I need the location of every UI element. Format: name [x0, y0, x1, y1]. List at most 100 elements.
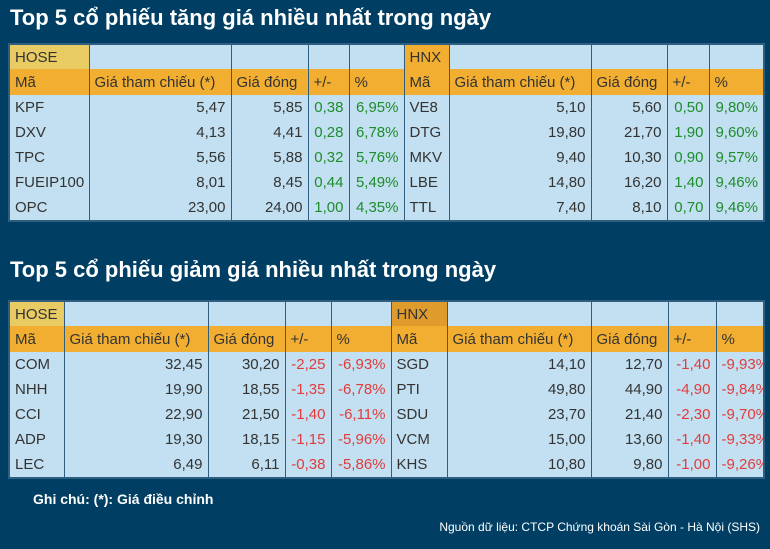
column-header: % [330, 326, 392, 352]
empty-cell [88, 44, 232, 69]
table-row: OPC 23,00 24,00 1,00 4,35% TTL 7,40 8,10 0,70 9,4… [8, 195, 765, 221]
column-header: % [708, 69, 765, 95]
ticker-cell: DTG [403, 120, 450, 145]
percent-change-cell: -5,96% [330, 427, 392, 452]
column-header: Giá đóng [590, 69, 668, 95]
empty-cell [63, 301, 209, 326]
close-price-cell: 18,55 [207, 377, 286, 402]
gainers-title: Top 5 cổ phiếu tăng giá nhiều nhất trong… [10, 5, 492, 30]
change-cell: -1,40 [284, 402, 332, 427]
close-price-cell: 16,20 [590, 170, 668, 195]
ticker-cell: DXV [8, 120, 90, 145]
empty-cell [708, 44, 765, 69]
reference-price-cell: 8,01 [88, 170, 232, 195]
empty-cell [715, 301, 765, 326]
close-price-cell: 21,50 [207, 402, 286, 427]
change-cell: 1,90 [666, 120, 710, 145]
change-cell: -1,40 [667, 427, 717, 452]
percent-change-cell: -9,70% [715, 402, 765, 427]
ticker-cell: NHH [8, 377, 65, 402]
percent-change-cell: 9,60% [708, 120, 765, 145]
change-cell: -1,35 [284, 377, 332, 402]
ticker-cell: VE8 [403, 95, 450, 120]
change-cell: -1,00 [667, 452, 717, 478]
exchange-label: HNX [403, 44, 450, 69]
percent-change-cell: -6,93% [330, 352, 392, 377]
ticker-cell: PTI [390, 377, 448, 402]
empty-cell [207, 301, 286, 326]
ticker-cell: TTL [403, 195, 450, 221]
reference-price-cell: 15,00 [446, 427, 592, 452]
percent-change-cell: -9,84% [715, 377, 765, 402]
change-cell: 0,44 [307, 170, 350, 195]
ticker-cell: FUEIP100 [8, 170, 90, 195]
empty-cell [230, 44, 309, 69]
table-row: TPC 5,56 5,88 0,32 5,76% MKV 9,40 10,30 0,90 9,57… [8, 145, 765, 170]
table-row: LEC 6,49 6,11 -0,38 -5,86% KHS 10,80 9,80 -1,00-… [8, 452, 765, 478]
column-header: Mã [403, 69, 450, 95]
reference-price-cell: 22,90 [63, 402, 209, 427]
reference-price-cell: 14,10 [446, 352, 592, 377]
reference-price-cell: 49,80 [446, 377, 592, 402]
column-header: Giá tham chiếu (*) [446, 326, 592, 352]
ticker-cell: CCI [8, 402, 65, 427]
reference-price-cell: 19,80 [448, 120, 592, 145]
ticker-cell: OPC [8, 195, 90, 221]
close-price-cell: 12,70 [590, 352, 669, 377]
close-price-cell: 21,40 [590, 402, 669, 427]
column-header: Giá đóng [590, 326, 669, 352]
empty-cell [667, 301, 717, 326]
close-price-cell: 30,20 [207, 352, 286, 377]
source: Nguồn dữ liệu: CTCP Chứng khoán Sài Gòn … [439, 520, 760, 534]
percent-change-cell: 6,78% [348, 120, 405, 145]
table-row: NHH 19,90 18,55 -1,35 -6,78% PTI 49,80 44,90 -4,… [8, 377, 765, 402]
reference-price-cell: 10,80 [446, 452, 592, 478]
close-price-cell: 13,60 [590, 427, 669, 452]
percent-change-cell: 4,35% [348, 195, 405, 221]
empty-cell [348, 44, 405, 69]
reference-price-cell: 6,49 [63, 452, 209, 478]
ticker-cell: LBE [403, 170, 450, 195]
ticker-cell: ADP [8, 427, 65, 452]
reference-price-cell: 19,30 [63, 427, 209, 452]
close-price-cell: 4,41 [230, 120, 309, 145]
close-price-cell: 24,00 [230, 195, 309, 221]
ticker-cell: VCM [390, 427, 448, 452]
exchange-label: HOSE [8, 301, 65, 326]
percent-change-cell: 9,80% [708, 95, 765, 120]
reference-price-cell: 7,40 [448, 195, 592, 221]
column-header: % [348, 69, 405, 95]
column-header: Giá tham chiếu (*) [448, 69, 592, 95]
table-row: KPF 5,47 5,85 0,38 6,95% VE8 5,10 5,60 0,50 9,80% [8, 95, 765, 120]
exchange-row: HOSE HNX [8, 44, 765, 69]
reference-price-cell: 23,70 [446, 402, 592, 427]
close-price-cell: 6,11 [207, 452, 286, 478]
percent-change-cell: -9,26% [715, 452, 765, 478]
reference-price-cell: 5,10 [448, 95, 592, 120]
reference-price-cell: 5,56 [88, 145, 232, 170]
empty-cell [446, 301, 592, 326]
exchange-row: HOSE HNX [8, 301, 765, 326]
column-header: Giá tham chiếu (*) [88, 69, 232, 95]
change-cell: -2,25 [284, 352, 332, 377]
change-cell: 0,38 [307, 95, 350, 120]
column-header: Mã [390, 326, 448, 352]
column-header: Mã [8, 69, 90, 95]
close-price-cell: 21,70 [590, 120, 668, 145]
close-price-cell: 9,80 [590, 452, 669, 478]
percent-change-cell: -9,33% [715, 427, 765, 452]
change-cell: -1,15 [284, 427, 332, 452]
column-header: +/- [667, 326, 717, 352]
column-header: +/- [666, 69, 710, 95]
close-price-cell: 5,88 [230, 145, 309, 170]
empty-cell [284, 301, 332, 326]
empty-cell [330, 301, 392, 326]
ticker-cell: COM [8, 352, 65, 377]
table-row: DXV 4,13 4,41 0,28 6,78% DTG 19,80 21,70 1,90 9,6… [8, 120, 765, 145]
column-header: Giá đóng [230, 69, 309, 95]
note: Ghi chú: (*): Giá điều chỉnh [33, 491, 214, 507]
close-price-cell: 18,15 [207, 427, 286, 452]
table-row: CCI 22,90 21,50 -1,40 -6,11% SDU 23,70 21,40 -2,… [8, 402, 765, 427]
change-cell: 0,70 [666, 195, 710, 221]
table-row: FUEIP100 8,01 8,45 0,44 5,49% LBE 14,80 16,20 1,… [8, 170, 765, 195]
